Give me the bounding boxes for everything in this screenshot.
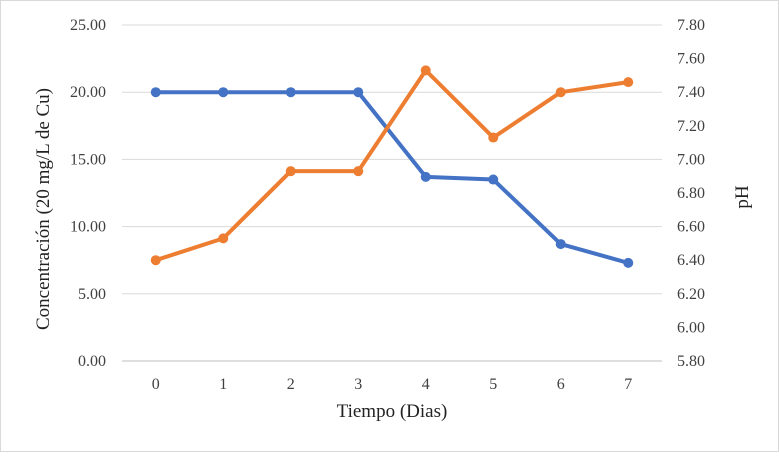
y2-tick-label: 7.20 bbox=[677, 118, 705, 135]
y2-tick-label: 6.80 bbox=[677, 185, 705, 202]
y2-tick-label: 7.40 bbox=[677, 84, 705, 101]
y-tick-label: 10.00 bbox=[70, 219, 106, 236]
x-tick-label: 5 bbox=[489, 376, 497, 393]
x-tick-label: 4 bbox=[422, 376, 430, 393]
data-point-ph bbox=[555, 87, 566, 98]
data-point-concentration bbox=[218, 87, 229, 98]
y-tick-label: 5.00 bbox=[78, 286, 106, 303]
x-tick-label: 6 bbox=[557, 376, 565, 393]
y2-axis-ticks: 5.80 6.00 6.20 6.40 6.60 6.80 7.00 7.20 7.40 7.60… bbox=[677, 17, 705, 370]
y2-tick-label: 5.80 bbox=[677, 353, 705, 370]
data-point-concentration bbox=[150, 87, 161, 98]
y2-tick-label: 6.60 bbox=[677, 219, 705, 236]
y2-tick-label: 7.00 bbox=[677, 151, 705, 168]
data-point-ph bbox=[150, 255, 161, 266]
data-point-ph bbox=[353, 166, 364, 177]
y-tick-label: 0.00 bbox=[78, 353, 106, 370]
data-point-concentration bbox=[420, 171, 431, 182]
y2-tick-label: 6.20 bbox=[677, 286, 705, 303]
data-point-ph bbox=[420, 65, 431, 76]
y-axis-ticks: 0.00 5.00 10.00 15.00 20.00 25.00 bbox=[70, 17, 106, 370]
y-tick-label: 20.00 bbox=[70, 84, 106, 101]
data-point-ph bbox=[623, 77, 634, 88]
data-point-concentration bbox=[353, 87, 364, 98]
series-line-concentration bbox=[153, 90, 631, 265]
x-tick-label: 0 bbox=[152, 376, 160, 393]
data-point-concentration bbox=[555, 239, 566, 250]
gridlines bbox=[122, 24, 662, 362]
series-group bbox=[150, 65, 634, 268]
y2-tick-label: 6.40 bbox=[677, 252, 705, 269]
x-tick-label: 3 bbox=[354, 376, 362, 393]
x-tick-label: 1 bbox=[219, 376, 227, 393]
y2-tick-label: 6.00 bbox=[677, 319, 705, 336]
y-tick-label: 15.00 bbox=[70, 151, 106, 168]
x-tick-label: 7 bbox=[624, 376, 632, 393]
data-point-ph bbox=[285, 166, 296, 177]
x-axis-title: Tiempo (Dias) bbox=[337, 401, 448, 422]
y2-axis-title: pH bbox=[732, 185, 753, 209]
y2-tick-label: 7.60 bbox=[677, 51, 705, 68]
y2-tick-label: 7.80 bbox=[677, 17, 705, 34]
data-point-ph bbox=[488, 132, 499, 143]
x-axis-ticks: 0 1 2 3 4 5 6 7 bbox=[152, 376, 633, 393]
series-line-ph bbox=[153, 68, 631, 263]
data-point-concentration bbox=[285, 87, 296, 98]
y-tick-label: 25.00 bbox=[70, 17, 106, 34]
data-point-concentration bbox=[623, 257, 634, 268]
data-point-concentration bbox=[488, 174, 499, 185]
data-point-ph bbox=[218, 233, 229, 244]
y-axis-title: Concentración (20 mg/L de Cu) bbox=[33, 88, 54, 330]
x-tick-label: 2 bbox=[287, 376, 295, 393]
